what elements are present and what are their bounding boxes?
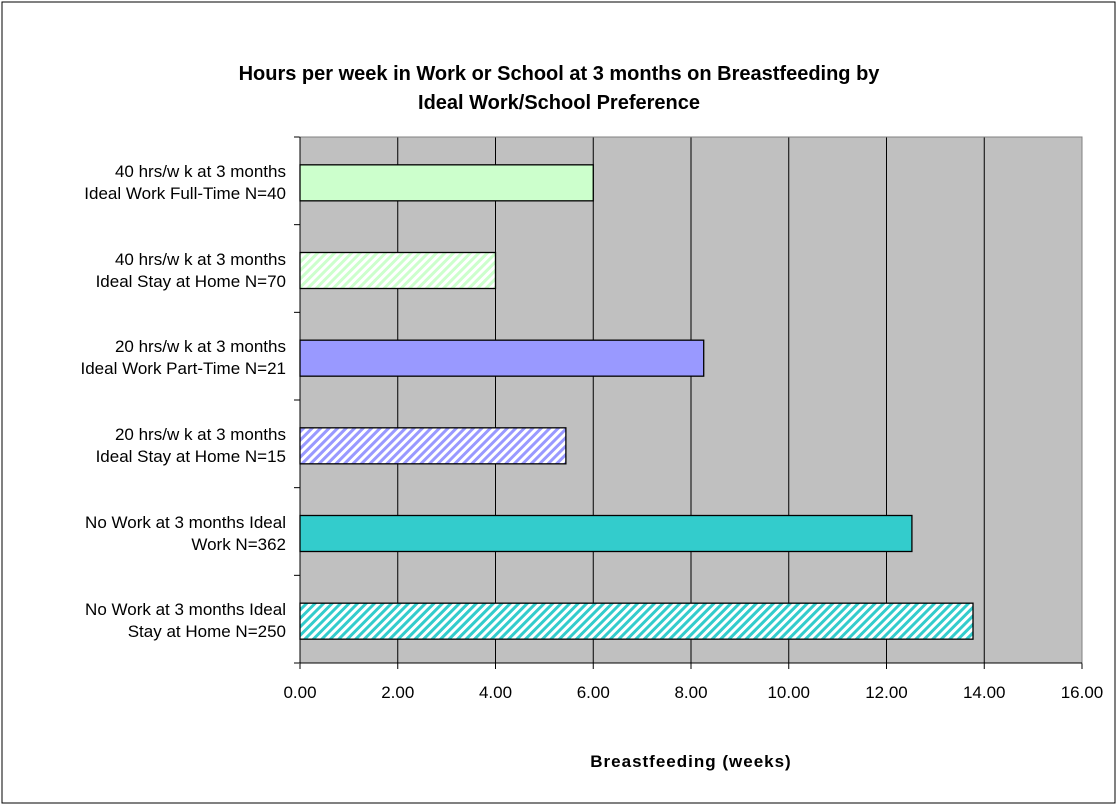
y-tick-label: 20 hrs/w k at 3 months Ideal Work Part-T…	[80, 337, 287, 379]
x-tick-label: 0.00	[283, 683, 317, 702]
x-axis-label: Breastfeeding (weeks)	[590, 752, 792, 771]
x-tick-label: 12.00	[865, 683, 908, 702]
x-tick-label: 8.00	[674, 683, 708, 702]
x-tick-label: 4.00	[478, 683, 513, 702]
x-tick-label: 14.00	[962, 683, 1006, 702]
bar	[299, 251, 497, 290]
bar	[299, 602, 974, 640]
y-tick-label: 20 hrs/w k at 3 months Ideal Stay at Hom…	[95, 424, 286, 466]
chart-title: Hours per week in Work or School at 3 mo…	[238, 63, 880, 114]
y-tick-label: 40 hrs/w k at 3 months Ideal Stay at Hom…	[95, 249, 286, 291]
y-tick-label: 40 hrs/w k at 3 months Ideal Work Full-T…	[84, 161, 286, 203]
y-tick-label: No Work at 3 months Ideal Stay at Home N…	[85, 600, 286, 642]
x-tick-label: 6.00	[576, 683, 610, 702]
x-tick-label: 10.00	[767, 683, 811, 702]
bar	[299, 427, 567, 465]
bar	[299, 164, 594, 202]
bar	[299, 339, 705, 377]
x-tick-label: 2.00	[381, 683, 415, 702]
y-tick-label: No Work at 3 months Ideal Work N=362	[85, 512, 286, 554]
x-tick-label: 16.00	[1060, 683, 1104, 702]
bar	[299, 514, 913, 553]
